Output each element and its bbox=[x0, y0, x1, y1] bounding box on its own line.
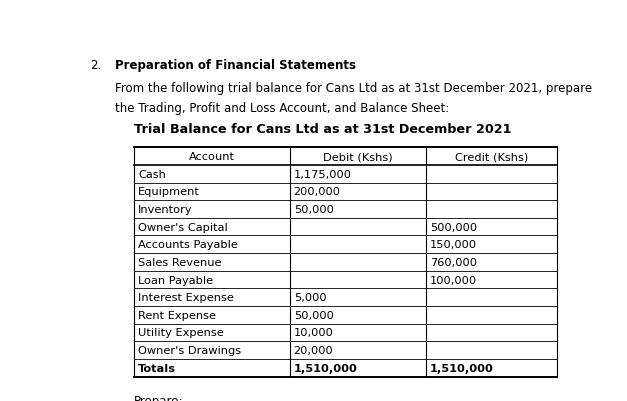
Text: Prepare:: Prepare: bbox=[134, 394, 184, 401]
Text: 760,000: 760,000 bbox=[429, 257, 477, 267]
Text: Totals: Totals bbox=[138, 363, 176, 373]
Text: Sales Revenue: Sales Revenue bbox=[138, 257, 221, 267]
Text: Trial Balance for Cans Ltd as at 31st December 2021: Trial Balance for Cans Ltd as at 31st De… bbox=[134, 123, 512, 136]
Text: Utility Expense: Utility Expense bbox=[138, 328, 224, 338]
Text: 2.: 2. bbox=[90, 59, 102, 72]
Text: Accounts Payable: Accounts Payable bbox=[138, 240, 238, 250]
Text: 1,510,000: 1,510,000 bbox=[429, 363, 493, 373]
Text: the Trading, Profit and Loss Account, and Balance Sheet:: the Trading, Profit and Loss Account, an… bbox=[115, 102, 449, 115]
Text: 100,000: 100,000 bbox=[429, 275, 477, 285]
Text: 1,175,000: 1,175,000 bbox=[293, 169, 352, 179]
Text: Owner's Drawings: Owner's Drawings bbox=[138, 345, 241, 355]
Text: Cash: Cash bbox=[138, 169, 166, 179]
Text: Credit (Kshs): Credit (Kshs) bbox=[455, 152, 528, 162]
Text: 50,000: 50,000 bbox=[293, 310, 334, 320]
Text: Account: Account bbox=[189, 152, 235, 162]
Text: From the following trial balance for Cans Ltd as at 31st December 2021, prepare: From the following trial balance for Can… bbox=[115, 82, 592, 95]
Text: Interest Expense: Interest Expense bbox=[138, 292, 234, 302]
Text: 10,000: 10,000 bbox=[293, 328, 334, 338]
Text: Rent Expense: Rent Expense bbox=[138, 310, 216, 320]
Text: 500,000: 500,000 bbox=[429, 222, 477, 232]
Text: Loan Payable: Loan Payable bbox=[138, 275, 213, 285]
Text: Equipment: Equipment bbox=[138, 187, 200, 197]
Text: 150,000: 150,000 bbox=[429, 240, 477, 250]
Text: 200,000: 200,000 bbox=[293, 187, 340, 197]
Text: Preparation of Financial Statements: Preparation of Financial Statements bbox=[115, 59, 356, 72]
Text: Inventory: Inventory bbox=[138, 205, 192, 215]
Text: Owner's Capital: Owner's Capital bbox=[138, 222, 228, 232]
Text: 50,000: 50,000 bbox=[293, 205, 334, 215]
Text: 5,000: 5,000 bbox=[293, 292, 326, 302]
Text: Debit (Kshs): Debit (Kshs) bbox=[323, 152, 393, 162]
Text: 20,000: 20,000 bbox=[293, 345, 334, 355]
Text: 1,510,000: 1,510,000 bbox=[293, 363, 357, 373]
